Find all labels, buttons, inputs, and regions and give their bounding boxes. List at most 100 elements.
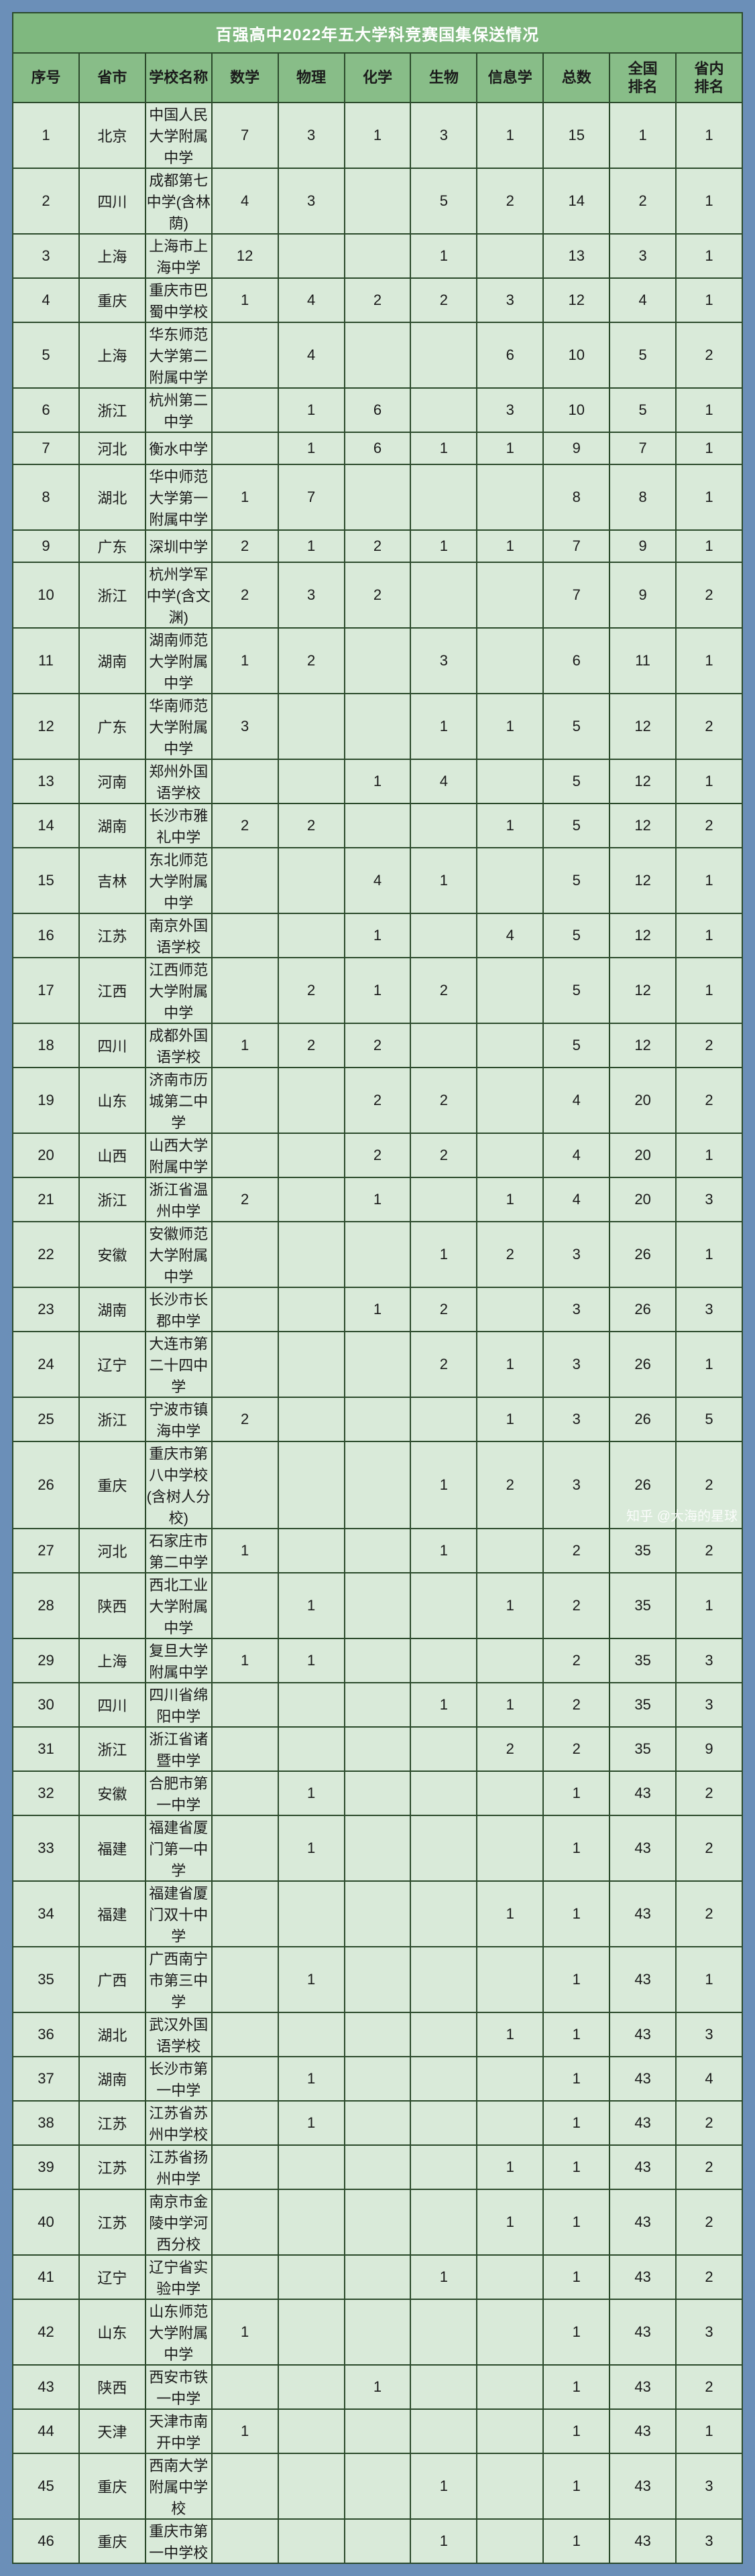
cell-total: 5 [543,1023,609,1068]
cell-idx: 44 [13,2409,79,2453]
cell-province: 北京 [79,103,146,168]
cell-province: 山西 [79,1133,146,1177]
cell-nat_rank: 12 [609,913,676,958]
table-row: 16江苏南京外国语学校145121 [13,913,742,958]
col-header-idx: 序号 [13,53,79,103]
cell-biology [410,562,477,628]
cell-province: 四川 [79,1023,146,1068]
cell-total: 2 [543,1683,609,1727]
cell-nat_rank: 35 [609,1683,676,1727]
table-row: 7河北衡水中学1611971 [13,432,742,464]
cell-idx: 38 [13,2101,79,2145]
cell-school: 华中师范大学第一附属中学 [146,464,212,530]
cell-math: 2 [212,530,278,562]
table-container: 百强高中2022年五大学科竞赛国集保送情况 序号省市学校名称数学物理化学生物信息… [12,12,743,2564]
cell-prov_rank: 1 [676,388,742,432]
cell-total: 7 [543,530,609,562]
cell-chemistry [345,464,411,530]
cell-idx: 23 [13,1287,79,1332]
table-row: 20山西山西大学附属中学224201 [13,1133,742,1177]
cell-physics: 4 [278,278,345,322]
cell-province: 浙江 [79,388,146,432]
cell-province: 福建 [79,1881,146,1947]
cell-biology [410,2101,477,2145]
cell-school: 辽宁省实验中学 [146,2255,212,2299]
cell-biology: 5 [410,168,477,234]
cell-prov_rank: 1 [676,464,742,530]
cell-chemistry: 1 [345,913,411,958]
cell-prov_rank: 1 [676,432,742,464]
table-row: 41辽宁辽宁省实验中学11432 [13,2255,742,2299]
cell-nat_rank: 35 [609,1727,676,1771]
cell-chemistry [345,2299,411,2365]
cell-info: 2 [477,1222,543,1287]
cell-info [477,1771,543,1815]
cell-nat_rank: 35 [609,1529,676,1573]
cell-biology: 1 [410,1222,477,1287]
cell-idx: 25 [13,1397,79,1441]
cell-total: 1 [543,2145,609,2189]
cell-biology [410,1573,477,1638]
cell-chemistry [345,1771,411,1815]
cell-school: 东北师范大学附属中学 [146,848,212,913]
cell-chemistry [345,1815,411,1881]
cell-prov_rank: 1 [676,1573,742,1638]
cell-idx: 27 [13,1529,79,1573]
cell-prov_rank: 3 [676,1177,742,1222]
cell-total: 1 [543,1881,609,1947]
cell-school: 西南大学附属中学校 [146,2453,212,2519]
cell-nat_rank: 43 [609,2453,676,2519]
cell-nat_rank: 8 [609,464,676,530]
cell-info: 6 [477,322,543,388]
table-row: 24辽宁大连市第二十四中学213261 [13,1332,742,1397]
cell-chemistry: 4 [345,848,411,913]
cell-info [477,2409,543,2453]
cell-province: 湖南 [79,628,146,694]
cell-school: 成都第七中学(含林荫) [146,168,212,234]
cell-school: 中国人民大学附属中学 [146,103,212,168]
cell-school: 南京外国语学校 [146,913,212,958]
cell-physics [278,2145,345,2189]
cell-school: 江西师范大学附属中学 [146,958,212,1023]
cell-info: 3 [477,388,543,432]
cell-idx: 5 [13,322,79,388]
table-row: 33福建福建省厦门第一中学11432 [13,1815,742,1881]
cell-physics [278,1441,345,1529]
cell-chemistry: 1 [345,958,411,1023]
cell-prov_rank: 9 [676,1727,742,1771]
cell-biology [410,322,477,388]
cell-idx: 16 [13,913,79,958]
cell-info: 2 [477,1441,543,1529]
cell-info [477,1287,543,1332]
cell-physics: 1 [278,1638,345,1683]
cell-province: 上海 [79,234,146,278]
table-row: 1北京中国人民大学附属中学731311511 [13,103,742,168]
cell-idx: 1 [13,103,79,168]
table-row: 26重庆重庆市第八中学校(含树人分校)123262 [13,1441,742,1529]
cell-province: 广西 [79,1947,146,2012]
cell-biology: 3 [410,628,477,694]
cell-info [477,1638,543,1683]
table-row: 6浙江杭州第二中学1631051 [13,388,742,432]
cell-school: 四川省绵阳中学 [146,1683,212,1727]
cell-physics: 2 [278,958,345,1023]
cell-info: 1 [477,103,543,168]
cell-biology [410,913,477,958]
cell-school: 浙江省诸暨中学 [146,1727,212,1771]
cell-idx: 33 [13,1815,79,1881]
cell-math [212,1441,278,1529]
ranking-table: 百强高中2022年五大学科竞赛国集保送情况 序号省市学校名称数学物理化学生物信息… [12,12,743,2564]
table-row: 2四川成都第七中学(含林荫)43521421 [13,168,742,234]
cell-chemistry [345,694,411,759]
cell-total: 13 [543,234,609,278]
cell-school: 江苏省扬州中学 [146,2145,212,2189]
table-body: 1北京中国人民大学附属中学7313115112四川成都第七中学(含林荫)4352… [13,103,742,2563]
cell-school: 武汉外国语学校 [146,2012,212,2057]
cell-school: 长沙市雅礼中学 [146,803,212,848]
cell-biology [410,1727,477,1771]
cell-school: 深圳中学 [146,530,212,562]
table-row: 46重庆重庆市第一中学校11433 [13,2519,742,2563]
cell-province: 重庆 [79,278,146,322]
table-row: 18四川成都外国语学校1225122 [13,1023,742,1068]
cell-nat_rank: 43 [609,1815,676,1881]
